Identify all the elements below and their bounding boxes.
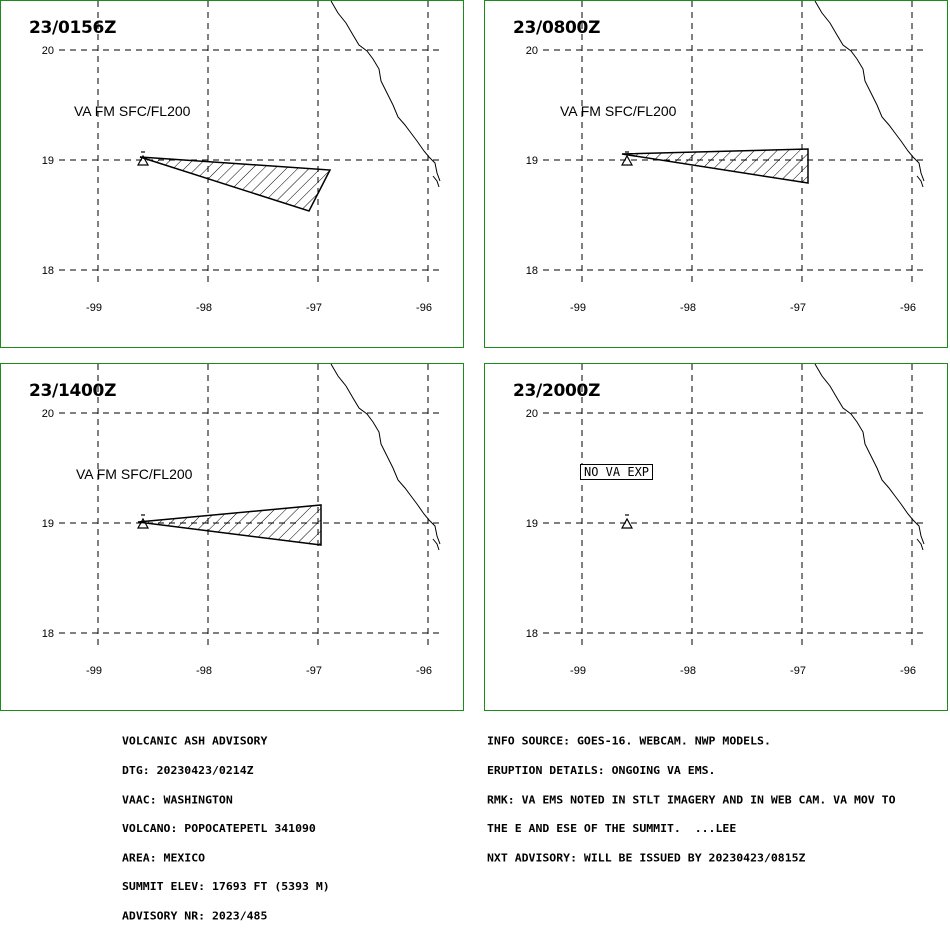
volcano-icon bbox=[136, 154, 150, 166]
forecast-panel-0156z: 20 19 18 -99 -98 -97 -96 23/0156Z VA FM SFC/FL… bbox=[0, 0, 464, 348]
advisory-remarks-block: INFO SOURCE: GOES-16. WEBCAM. NWP MODELS… bbox=[487, 717, 896, 872]
longitude-label: -96 bbox=[416, 665, 432, 677]
ash-level-label: VA FM SFC/FL200 bbox=[76, 466, 193, 482]
advisory-header-block: VOLCANIC ASH ADVISORY DTG: 20230423/0214… bbox=[122, 717, 330, 930]
latitude-label: 20 bbox=[42, 45, 54, 57]
latitude-label: 19 bbox=[42, 518, 54, 530]
map-svg: 20 19 18 -99 -98 -97 -96 bbox=[526, 363, 925, 677]
latitude-label: 20 bbox=[42, 408, 54, 420]
map-svg: 20 19 18 -99 -98 -97 -96 bbox=[42, 0, 441, 314]
advisory-line: NXT ADVISORY: WILL BE ISSUED BY 20230423… bbox=[487, 850, 806, 865]
advisory-line: VOLCANIC ASH ADVISORY bbox=[122, 734, 268, 748]
ash-cloud-polygon bbox=[137, 504, 322, 546]
no-ash-expected-box: NO VA EXP bbox=[580, 464, 654, 480]
longitude-label: -98 bbox=[680, 665, 696, 677]
longitude-label: -96 bbox=[416, 302, 432, 314]
longitude-label: -99 bbox=[570, 665, 586, 677]
latitude-label: 18 bbox=[526, 265, 538, 277]
latitude-label: 19 bbox=[526, 518, 538, 530]
forecast-panel-0800z: 20 19 18 -99 -98 -97 -96 23/0800Z VA FM SFC/FL… bbox=[484, 0, 948, 348]
panel-time-title: 23/2000Z bbox=[513, 381, 601, 401]
ash-level-label: VA FM SFC/FL200 bbox=[560, 103, 677, 119]
volcano-icon bbox=[620, 154, 634, 166]
latitude-label: 20 bbox=[526, 45, 538, 57]
coastline bbox=[814, 0, 925, 182]
latitude-label: 19 bbox=[42, 155, 54, 167]
advisory-line: VAAC: WASHINGTON bbox=[122, 792, 233, 806]
longitude-label: -97 bbox=[306, 302, 322, 314]
map-svg: 20 19 18 -99 -98 -97 -96 bbox=[526, 0, 925, 314]
coastline-fragment bbox=[916, 175, 924, 188]
longitude-label: -96 bbox=[900, 665, 916, 677]
coastline-fragment bbox=[916, 538, 924, 551]
ash-cloud-polygon bbox=[621, 148, 809, 184]
longitude-label: -97 bbox=[790, 665, 806, 677]
coastline bbox=[814, 363, 925, 545]
forecast-panel-1400z: 20 19 18 -99 -98 -97 -96 23/1400Z VA FM SFC/FL… bbox=[0, 363, 464, 711]
coastline-fragment bbox=[432, 175, 440, 188]
panel-time-title: 23/0800Z bbox=[513, 18, 601, 38]
latitude-label: 18 bbox=[42, 628, 54, 640]
advisory-line: RMK: VA EMS NOTED IN STLT IMAGERY AND IN… bbox=[487, 792, 896, 806]
ash-level-label: VA FM SFC/FL200 bbox=[74, 103, 191, 119]
ash-cloud-polygon bbox=[139, 156, 332, 212]
longitude-label: -99 bbox=[86, 302, 102, 314]
advisory-line: VOLCANO: POPOCATEPETL 341090 bbox=[122, 821, 316, 836]
coastline bbox=[330, 363, 441, 545]
panel-time-title: 23/1400Z bbox=[29, 381, 117, 401]
coastline-fragment bbox=[432, 538, 440, 551]
longitude-label: -97 bbox=[306, 665, 322, 677]
advisory-line: ADVISORY NR: 2023/485 bbox=[122, 908, 268, 923]
longitude-label: -97 bbox=[790, 302, 806, 314]
longitude-label: -98 bbox=[196, 302, 212, 314]
latitude-label: 18 bbox=[42, 265, 54, 277]
volcano-icon bbox=[620, 517, 634, 529]
volcano-icon bbox=[136, 517, 150, 529]
advisory-line: DTG: 20230423/0214Z bbox=[122, 763, 254, 777]
longitude-label: -98 bbox=[680, 302, 696, 314]
advisory-line: AREA: MEXICO bbox=[122, 850, 206, 865]
longitude-label: -96 bbox=[900, 302, 916, 314]
panel-time-title: 23/0156Z bbox=[29, 18, 117, 38]
longitude-label: -99 bbox=[86, 665, 102, 677]
advisory-line: SUMMIT ELEV: 17693 FT (5393 M) bbox=[122, 879, 330, 894]
map-svg: 20 19 18 -99 -98 -97 -96 bbox=[42, 363, 441, 677]
coastline bbox=[330, 0, 441, 182]
forecast-panel-2000z: 20 19 18 -99 -98 -97 -96 23/2000Z NO VA EXP bbox=[484, 363, 948, 711]
latitude-label: 18 bbox=[526, 628, 538, 640]
advisory-line: THE E AND ESE OF THE SUMMIT. ...LEE bbox=[487, 821, 737, 836]
longitude-label: -98 bbox=[196, 665, 212, 677]
longitude-label: -99 bbox=[570, 302, 586, 314]
advisory-line: ERUPTION DETAILS: ONGOING VA EMS. bbox=[487, 763, 716, 777]
latitude-label: 19 bbox=[526, 155, 538, 167]
advisory-line: INFO SOURCE: GOES-16. WEBCAM. NWP MODELS… bbox=[487, 734, 771, 748]
latitude-label: 20 bbox=[526, 408, 538, 420]
